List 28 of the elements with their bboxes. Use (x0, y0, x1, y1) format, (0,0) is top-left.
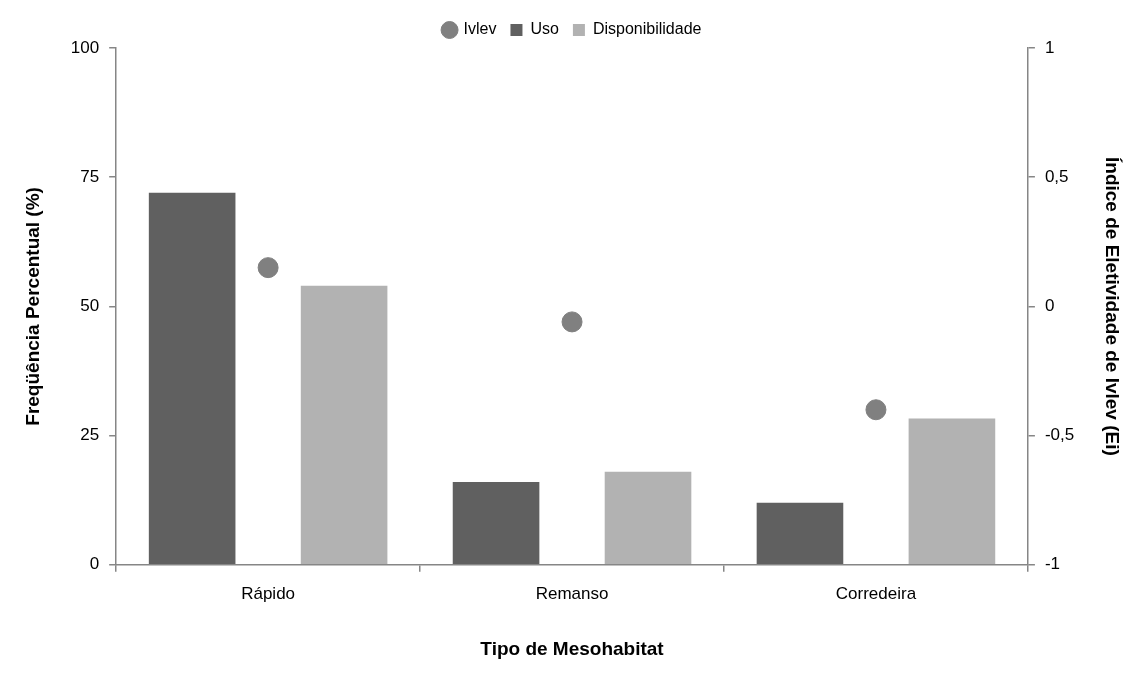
y2-tick-label: -0,5 (1044, 425, 1075, 445)
y-axis-title: Freqüência Percentual (%) (21, 187, 43, 426)
y-tick-label: 25 (80, 425, 100, 445)
legend-label: Uso (530, 20, 560, 38)
y-tick-label: 75 (80, 166, 100, 186)
bar (300, 285, 388, 565)
y2-tick-label: 1 (1044, 37, 1055, 57)
legend-label: Ivlev (463, 20, 497, 38)
y-tick-label: 100 (70, 37, 100, 57)
bar (148, 192, 236, 565)
legend-label: Disponibilidade (592, 20, 702, 38)
y2-tick-label: -1 (1044, 554, 1061, 574)
y2-tick-label: 0,5 (1044, 166, 1069, 186)
point (561, 311, 583, 333)
x-axis-title: Tipo de Mesohabitat (480, 637, 665, 659)
bar (604, 471, 692, 565)
y2-tick-label: 0 (1044, 296, 1055, 316)
y-tick-label: 0 (89, 554, 100, 574)
point (865, 399, 887, 421)
y-tick-label: 50 (80, 296, 100, 316)
x-tick-label: Remanso (535, 583, 609, 603)
x-tick-label: Corredeira (835, 583, 917, 603)
point (257, 257, 279, 279)
x-tick-label: Rápido (241, 583, 296, 603)
bar (756, 502, 844, 565)
y2-axis-title: Índice de Eletividade de Ivlev (Ei) (1102, 156, 1124, 456)
bar (908, 418, 996, 565)
bar (452, 482, 540, 565)
